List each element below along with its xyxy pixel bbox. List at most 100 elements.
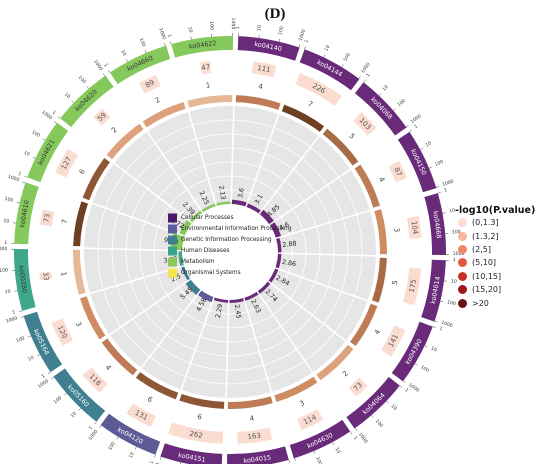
- outer-tick: [102, 73, 106, 77]
- outer-tick-label: 100: [419, 364, 430, 374]
- pvalue-legend-dot: [458, 244, 467, 254]
- outer-tick: [107, 69, 111, 73]
- outer-tick-label: 10: [27, 355, 35, 363]
- outer-tick-label: 1: [453, 257, 456, 263]
- outer-tick-label: 100: [434, 159, 444, 168]
- grid-circle: [97, 119, 363, 385]
- outer-tick: [440, 300, 444, 303]
- bin-label: 5: [391, 280, 400, 286]
- bin-band: [179, 393, 225, 409]
- outer-tick: [288, 459, 290, 463]
- outer-tick-label: 100: [0, 267, 8, 274]
- outer-tick-label: 100: [314, 456, 323, 464]
- bin-band: [142, 102, 186, 128]
- pvalue-legend-item: (0,1.3]: [455, 216, 550, 229]
- outer-tick-label: 1: [4, 240, 7, 246]
- pvalue-legend-dot: [458, 218, 467, 228]
- outer-tick: [298, 44, 301, 48]
- outer-segment: [60, 75, 114, 128]
- sector-separator: [245, 114, 280, 208]
- count-bar: [348, 377, 368, 397]
- outer-tick-label: 10: [449, 208, 456, 215]
- count-track: 1112261038710417514173114163262131116120…: [39, 61, 422, 444]
- bin-band: [73, 249, 86, 295]
- outer-tick-label: 1: [40, 373, 46, 380]
- bin-label: 4: [373, 328, 382, 336]
- ratio-label: 2.88: [282, 239, 297, 249]
- outer-tick-label: 10: [4, 288, 11, 295]
- sector-separator: [274, 267, 368, 302]
- ratio-bar: [213, 297, 229, 303]
- sector-separator: [277, 252, 376, 257]
- outer-tick-label: 10: [451, 278, 458, 285]
- ratio-bar: [269, 222, 282, 238]
- outer-tick: [420, 147, 423, 150]
- outer-tick-label: 10: [128, 451, 136, 459]
- outer-tick-label: 1: [365, 72, 372, 78]
- pvalue-legend-item: (5,10]: [455, 256, 550, 269]
- ratio-bar: [197, 290, 214, 303]
- ratio-label: 3.1: [253, 193, 265, 206]
- pvalue-legend-dot: [458, 271, 467, 281]
- sector-separator: [230, 106, 235, 205]
- grid-circle: [153, 175, 307, 329]
- bin-label: 3: [299, 399, 306, 408]
- count-bar: [39, 209, 55, 227]
- category-legend-swatch: [168, 224, 177, 234]
- category-legend-label: Genetic Information Processing: [181, 237, 272, 243]
- outer-tick: [134, 446, 137, 450]
- bin-label: 6: [196, 413, 202, 422]
- ratio-label: 3.6: [236, 187, 246, 198]
- term-id-label: ko04668: [431, 210, 443, 239]
- outer-tick: [24, 176, 28, 178]
- outer-tick-label: 10: [323, 44, 331, 52]
- sector-separator: [187, 111, 218, 207]
- count-label: 87: [392, 166, 403, 177]
- category-legend-label: Cellular Processes: [181, 215, 233, 221]
- bin-band: [374, 209, 387, 255]
- outer-tick-label: 10: [430, 345, 438, 353]
- outer-tick: [20, 316, 24, 318]
- outer-tick: [14, 290, 18, 292]
- outer-segment: [13, 248, 36, 311]
- bin-band: [354, 164, 380, 208]
- outer-segment: [299, 49, 360, 91]
- grid-circle: [125, 147, 335, 357]
- outer-tick-label: 1: [88, 425, 95, 431]
- ratio-label: 2.5: [170, 272, 183, 284]
- pvalue-legend-label: (10,15]: [472, 271, 502, 281]
- ratio-bar: [259, 209, 274, 225]
- outer-tick: [349, 431, 353, 435]
- outer-tick-label: 100: [77, 75, 87, 86]
- outer-tick-label: 100: [53, 395, 64, 405]
- bin-band: [235, 95, 281, 111]
- outer-tick-label: 1000: [357, 432, 369, 445]
- pvalue-legend-label: (0,1.3]: [472, 218, 499, 228]
- outer-tick: [405, 124, 409, 128]
- count-bar: [237, 427, 273, 444]
- ratio-bar: [178, 251, 184, 267]
- outer-segment: [171, 35, 234, 58]
- outer-segment: [53, 368, 106, 422]
- ratio-bar: [185, 279, 201, 295]
- ratio-bar: [229, 298, 244, 303]
- count-label: 175: [408, 279, 418, 294]
- bin-label: 4: [377, 176, 386, 184]
- pvalue-legend-item: (1.3,2]: [455, 229, 550, 242]
- count-label: 111: [257, 64, 272, 74]
- outer-tick-label: 10: [63, 92, 71, 100]
- category-legend-swatch: [168, 235, 177, 245]
- pvalue-legend-dot: [458, 285, 467, 295]
- outer-tick-label: 10: [425, 140, 433, 148]
- outer-tick-label: 1000: [5, 315, 18, 324]
- outer-tick-label: 100: [31, 129, 42, 139]
- outer-tick: [323, 54, 326, 58]
- outer-tick-label: 1000: [407, 382, 420, 394]
- outer-tick-label: 1: [51, 110, 57, 117]
- outer-tick-label: 1000: [453, 251, 465, 257]
- count-bar: [295, 73, 342, 106]
- outer-tick: [99, 425, 102, 428]
- pvalue-legend-label: (15,20]: [472, 285, 502, 295]
- count-bar: [353, 112, 377, 136]
- count-bar: [39, 272, 52, 281]
